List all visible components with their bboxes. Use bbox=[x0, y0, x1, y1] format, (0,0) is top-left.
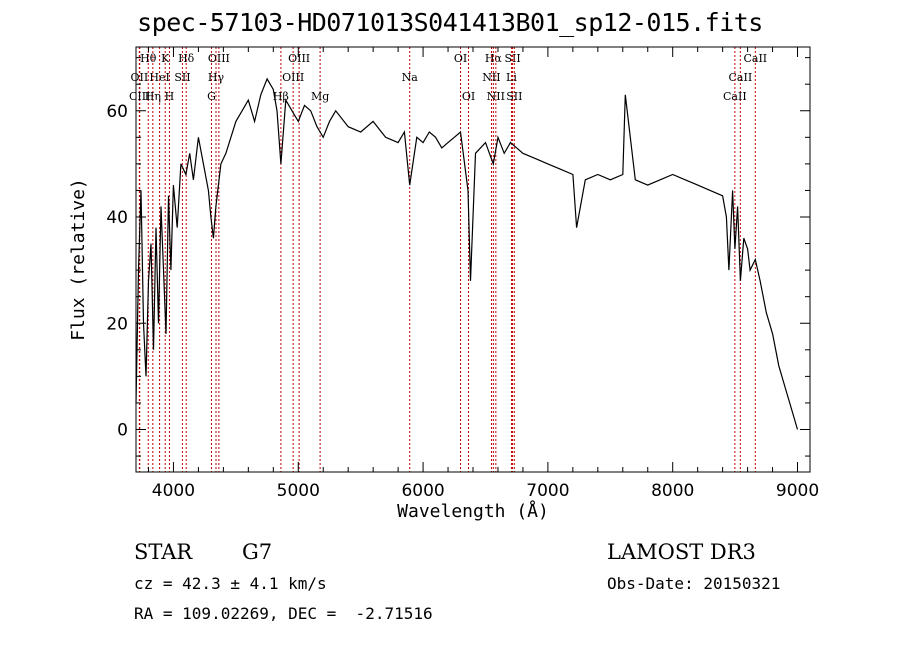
line-marker-label-1: K bbox=[161, 52, 170, 65]
line-marker-label-2: Hδ bbox=[178, 52, 195, 65]
line-marker-label-25: NII bbox=[487, 90, 505, 103]
line-marker-label-11: SII bbox=[174, 71, 190, 84]
line-marker-label-9: OII bbox=[131, 71, 149, 84]
y-tick-label: 20 bbox=[106, 314, 128, 334]
redshift-label: cz = 42.3 ± 4.1 km/s bbox=[134, 574, 327, 593]
line-marker-label-19: Hη bbox=[145, 90, 161, 103]
line-marker-label-5: OI bbox=[454, 52, 467, 65]
line-marker-label-17: CaII bbox=[729, 71, 753, 84]
line-marker-label-6: Hα bbox=[485, 52, 503, 65]
object-class: STAR bbox=[134, 540, 193, 564]
line-marker-label-7: SII bbox=[504, 52, 520, 65]
line-marker-label-13: OIII bbox=[282, 71, 304, 84]
coords-label: RA = 109.02269, DEC = -2.71516 bbox=[134, 604, 433, 623]
y-axis-label: Flux (relative) bbox=[68, 178, 89, 341]
line-marker-label-16: Li bbox=[506, 71, 517, 84]
x-axis-label: Wavelength (Å) bbox=[397, 500, 549, 522]
spectrum-line bbox=[135, 77, 799, 430]
line-marker-label-24: OI bbox=[462, 90, 475, 103]
y-tick-label: 40 bbox=[106, 208, 128, 228]
obs-date-label: Obs-Date: 20150321 bbox=[607, 574, 781, 593]
x-tick-label: 9000 bbox=[776, 481, 819, 501]
y-tick-label: 0 bbox=[117, 421, 128, 441]
object-subclass: G7 bbox=[242, 540, 273, 564]
line-marker-label-14: Na bbox=[402, 71, 419, 84]
line-marker-label-21: G bbox=[207, 90, 216, 103]
line-marker-label-4: OIII bbox=[288, 52, 310, 65]
line-marker-label-0: Hθ bbox=[140, 52, 157, 65]
line-marker-label-20: H bbox=[165, 90, 175, 103]
y-tick-label: 60 bbox=[106, 102, 128, 122]
plot-frame bbox=[135, 46, 811, 473]
line-marker-label-23: Mg bbox=[311, 90, 329, 103]
x-tick-label: 4000 bbox=[152, 481, 195, 501]
line-marker-label-3: OIII bbox=[208, 52, 230, 65]
line-marker-label-15: NII bbox=[482, 71, 500, 84]
line-marker-label-8: CaII bbox=[743, 52, 767, 65]
x-tick-label: 8000 bbox=[651, 481, 694, 501]
line-marker-label-27: CaII bbox=[723, 90, 747, 103]
chart-title: spec-57103-HD071013S041413B01_sp12-015.f… bbox=[137, 8, 763, 37]
survey-label: LAMOST DR3 bbox=[607, 540, 756, 564]
line-marker-label-22: Hβ bbox=[273, 90, 289, 103]
line-marker-label-26: SII bbox=[506, 90, 522, 103]
line-marker-label-12: Hγ bbox=[208, 71, 225, 84]
line-marker-label-18: CIII bbox=[129, 90, 150, 103]
x-tick-label: 7000 bbox=[526, 481, 569, 501]
x-tick-label: 6000 bbox=[401, 481, 444, 501]
x-tick-label: 5000 bbox=[277, 481, 320, 501]
line-marker-label-10: HeI bbox=[149, 71, 169, 84]
